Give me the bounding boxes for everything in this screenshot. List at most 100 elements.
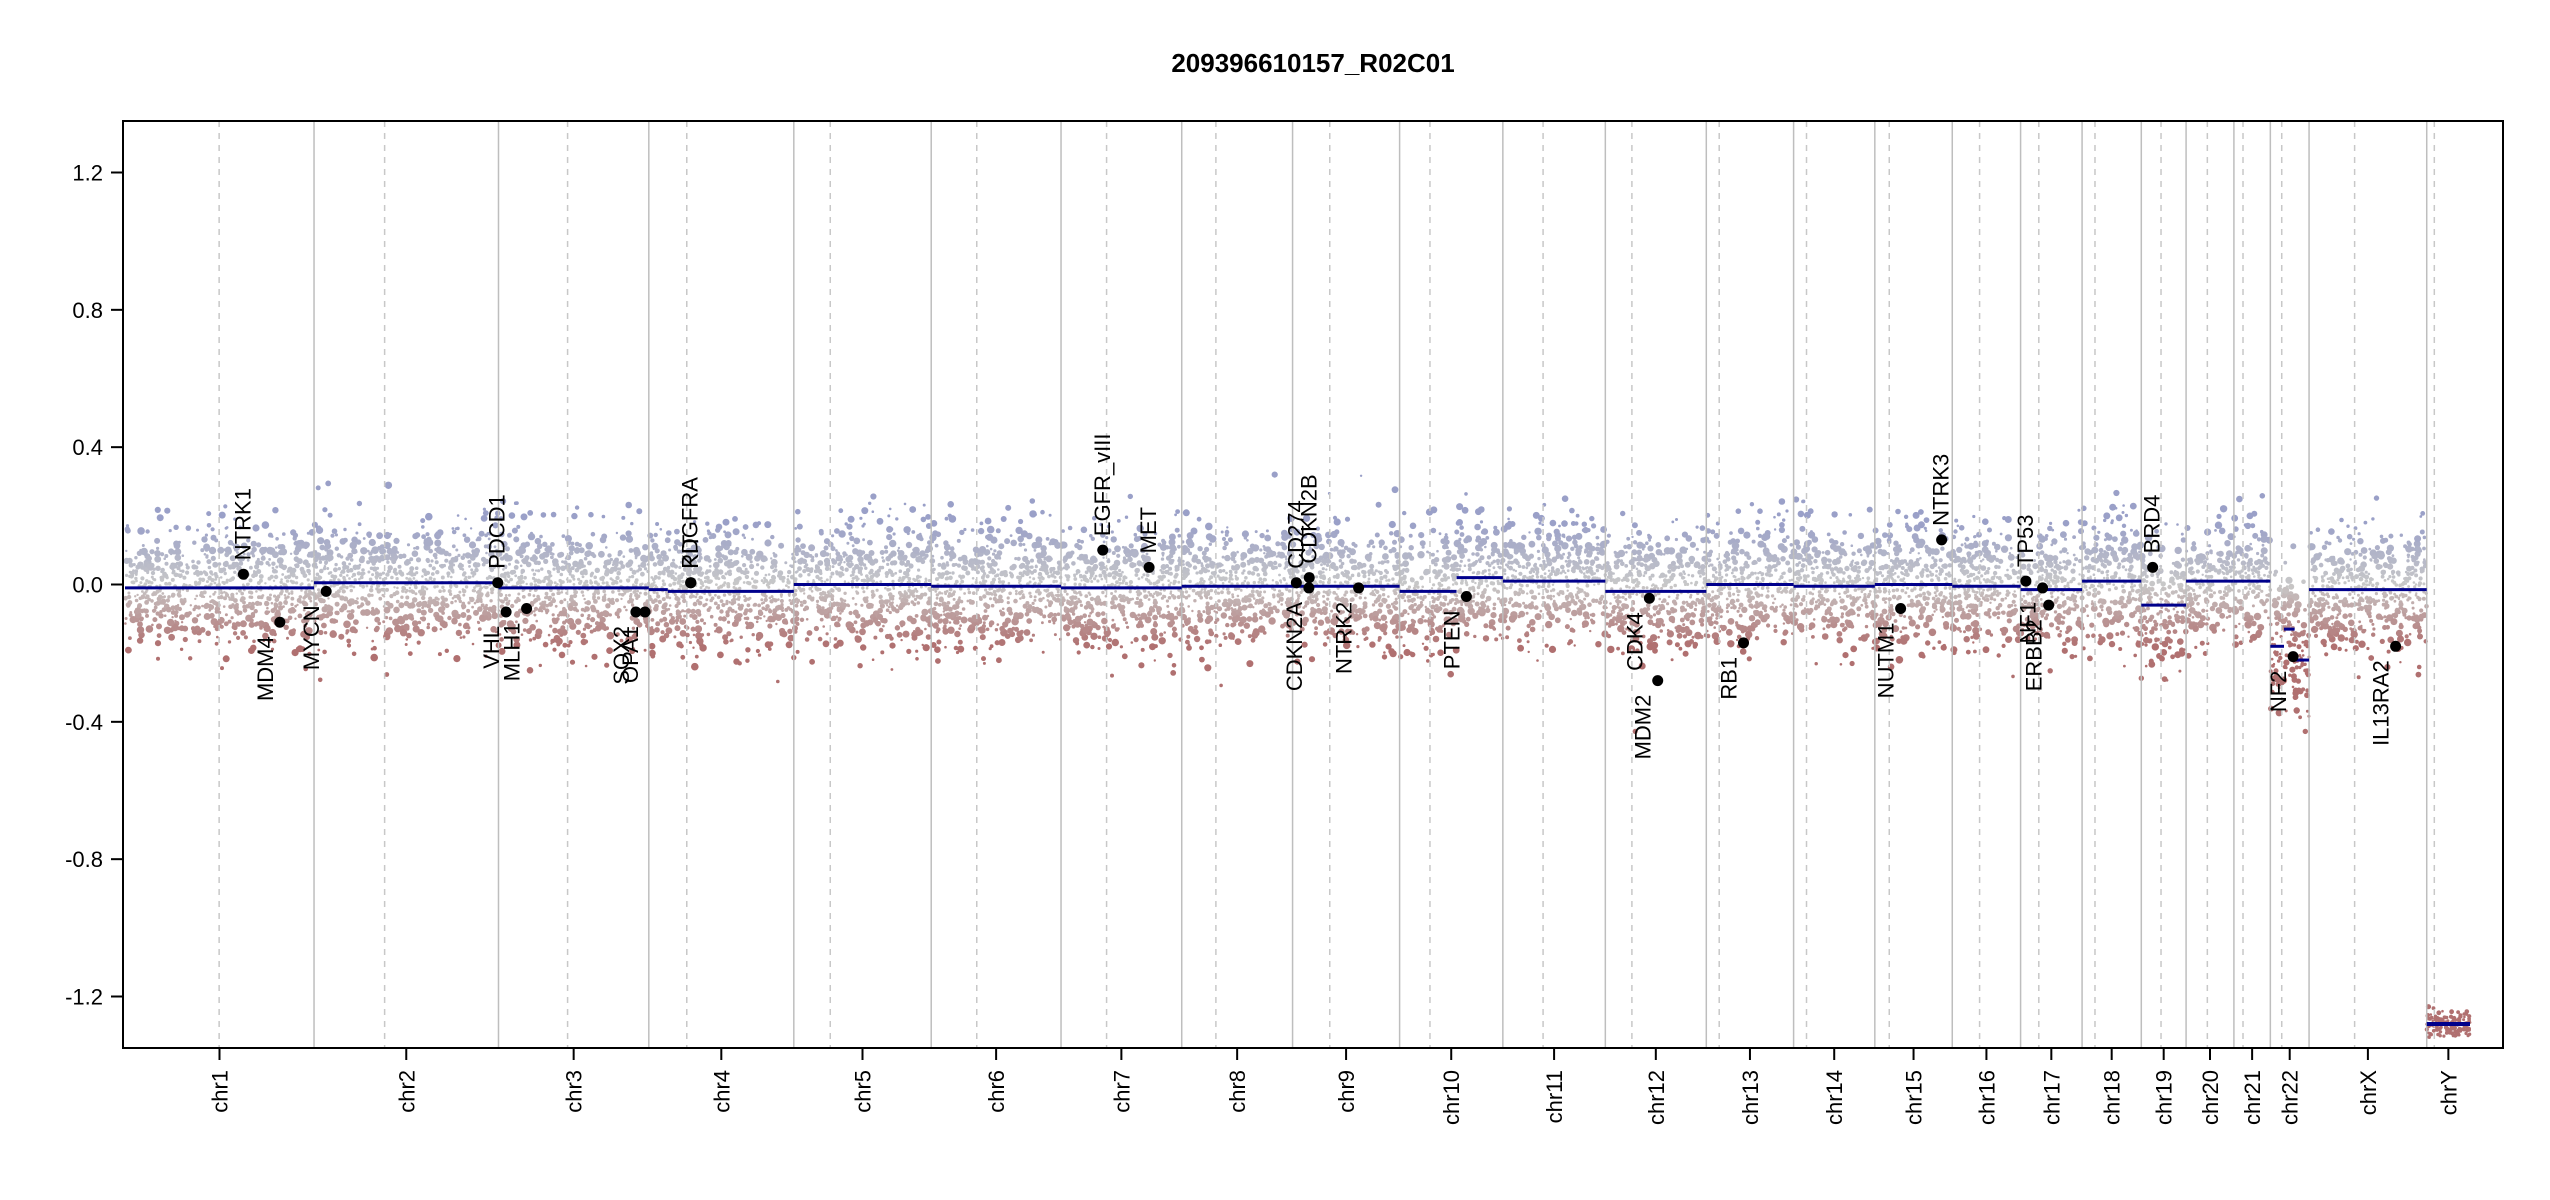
probe-point: [145, 594, 150, 599]
probe-point: [602, 564, 608, 569]
probe-point: [299, 583, 303, 587]
probe-point: [393, 586, 396, 589]
probe-point: [632, 583, 635, 586]
probe-point: [825, 632, 829, 636]
probe-point: [983, 602, 988, 607]
probe-point: [1157, 575, 1161, 579]
probe-point: [446, 571, 451, 576]
probe-point: [1044, 565, 1049, 570]
probe-point: [135, 579, 138, 583]
probe-point: [592, 595, 596, 599]
probe-point: [136, 593, 139, 597]
probe-point: [542, 606, 546, 611]
probe-point: [1073, 573, 1076, 577]
probe-point: [246, 558, 250, 562]
probe-point: [456, 514, 460, 517]
probe-point: [275, 565, 279, 569]
probe-point: [1033, 513, 1037, 517]
probe-point: [1056, 612, 1061, 616]
probe-point: [1247, 634, 1252, 639]
probe-point: [581, 594, 585, 597]
probe-point: [906, 602, 911, 606]
probe-point: [535, 619, 538, 623]
probe-point: [809, 658, 815, 665]
probe-point: [306, 569, 310, 572]
probe-point: [279, 548, 288, 556]
probe-point: [879, 550, 885, 555]
probe-point: [156, 623, 162, 630]
probe-point: [350, 609, 355, 614]
probe-point: [169, 564, 175, 570]
probe-point: [1228, 573, 1233, 578]
probe-point: [916, 595, 920, 599]
probe-point: [574, 505, 580, 510]
probe-point: [1216, 591, 1221, 595]
probe-point: [1037, 592, 1042, 596]
probe-point: [470, 568, 474, 572]
probe-point: [1209, 575, 1214, 580]
probe-point: [919, 536, 924, 542]
probe-point: [1356, 645, 1360, 649]
probe-point: [989, 623, 993, 628]
probe-point: [713, 601, 718, 606]
probe-point: [628, 548, 634, 553]
probe-point: [289, 552, 293, 555]
probe-point: [633, 589, 637, 594]
probe-point: [749, 548, 756, 555]
probe-point: [421, 585, 425, 590]
probe-point: [571, 512, 578, 520]
probe-point: [145, 588, 149, 592]
probe-point: [1038, 568, 1042, 571]
probe-point: [295, 543, 302, 551]
probe-point: [1029, 594, 1033, 599]
probe-point: [767, 623, 773, 629]
probe-point: [223, 504, 228, 509]
probe-point: [1022, 543, 1026, 546]
probe-point: [982, 621, 986, 625]
probe-point: [528, 638, 533, 642]
probe-point: [752, 521, 760, 529]
probe-point: [307, 583, 311, 587]
probe-point: [572, 593, 578, 599]
probe-point: [343, 620, 351, 629]
probe-point: [518, 608, 521, 612]
probe-point: [237, 554, 245, 562]
probe-point: [174, 554, 182, 561]
probe-point: [1263, 603, 1269, 609]
probe-point: [1070, 599, 1074, 604]
probe-point: [306, 531, 310, 535]
probe-point: [248, 578, 253, 583]
probe-point: [838, 530, 846, 538]
probe-point: [551, 552, 555, 556]
probe-point: [1165, 545, 1170, 550]
probe-point: [564, 619, 569, 623]
probe-point: [377, 621, 382, 626]
probe-point: [932, 571, 935, 574]
probe-point: [443, 597, 448, 602]
probe-point: [1287, 589, 1292, 593]
probe-point: [846, 541, 850, 545]
probe-point: [837, 616, 842, 622]
probe-point: [431, 566, 436, 571]
probe-point: [813, 625, 820, 632]
probe-point: [982, 595, 985, 598]
probe-point: [803, 592, 806, 595]
probe-point: [1221, 536, 1227, 542]
probe-point: [558, 651, 566, 659]
probe-point: [1028, 580, 1032, 584]
probe-point: [324, 547, 329, 552]
probe-point: [596, 596, 601, 600]
probe-point: [152, 567, 156, 571]
probe-point: [1063, 582, 1067, 586]
probe-point: [697, 633, 703, 639]
probe-point: [825, 552, 830, 557]
probe-point: [259, 560, 264, 566]
probe-point: [1040, 580, 1043, 584]
probe-point: [1263, 552, 1266, 555]
probe-point: [1162, 574, 1166, 579]
probe-point: [719, 599, 724, 603]
probe-point: [182, 583, 186, 586]
probe-point: [727, 620, 731, 624]
probe-point: [240, 630, 247, 636]
probe-point: [391, 559, 397, 565]
